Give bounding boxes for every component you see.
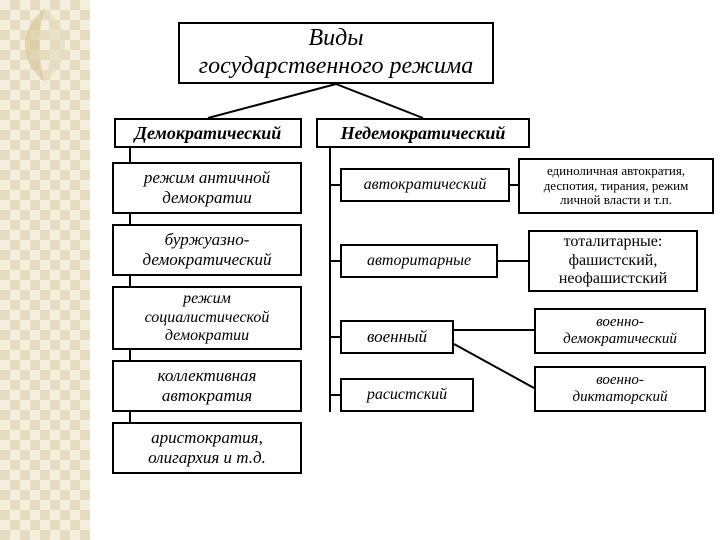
node-d5: аристократия, олигархия и т.д. [112, 422, 302, 474]
n2d-l2: фашистский, [559, 252, 667, 270]
n1d-l1: единоличная автократия, [544, 164, 689, 179]
node-nondemocratic: Недемократический [316, 118, 530, 148]
node-n4: расистский [340, 378, 474, 412]
node-d4: коллективная автократия [112, 360, 302, 412]
n3d2-l2: диктаторский [573, 389, 668, 406]
n3d1-l2: демократический [563, 331, 677, 348]
diagram-page: Виды государственного режима Демократиче… [0, 0, 720, 540]
nondem-label: Недемократический [341, 123, 506, 144]
d1-l2: демократии [144, 188, 270, 208]
n2-label: авторитарные [367, 252, 471, 270]
node-democratic: Демократический [114, 118, 302, 148]
node-d3: режим социалистической демократии [112, 286, 302, 350]
n1d-l2: деспотия, тирания, режим [544, 179, 689, 194]
n1d-l3: личной власти и т.п. [544, 193, 689, 208]
d3-l1: режим [145, 290, 270, 308]
node-n3-detail2: военно- диктаторский [534, 366, 706, 412]
n3-label: военный [367, 327, 427, 347]
d3-l3: демократии [145, 327, 270, 345]
d4-l2: автократия [158, 386, 257, 406]
dem-label: Демократический [135, 123, 282, 144]
d4-l1: коллективная [158, 366, 257, 386]
node-n3: военный [340, 320, 454, 354]
d3-l2: социалистической [145, 309, 270, 327]
n3d1-l1: военно- [563, 314, 677, 331]
d5-l1: аристократия, [148, 428, 266, 448]
n3d2-l1: военно- [573, 372, 668, 389]
d1-l1: режим античной [144, 168, 270, 188]
leaf-icon [4, 4, 86, 86]
node-n2: авторитарные [340, 244, 498, 278]
d2-l1: буржуазно- [143, 230, 272, 250]
node-n2-detail: тоталитарные: фашистский, неофашистский [528, 230, 698, 292]
d5-l2: олигархия и т.д. [148, 448, 266, 468]
node-n1: автократический [340, 168, 510, 202]
n2d-l1: тоталитарные: [559, 233, 667, 251]
node-root: Виды государственного режима [178, 22, 494, 84]
node-d1: режим античной демократии [112, 162, 302, 214]
node-n1-detail: единоличная автократия, деспотия, тирани… [518, 158, 714, 214]
root-line1: Виды [199, 25, 474, 53]
d2-l2: демократический [143, 250, 272, 270]
node-d2: буржуазно- демократический [112, 224, 302, 276]
n4-label: расистский [367, 386, 447, 404]
root-line2: государственного режима [199, 53, 474, 81]
n1-label: автократический [364, 176, 487, 194]
node-n3-detail1: военно- демократический [534, 308, 706, 354]
n2d-l3: неофашистский [559, 270, 667, 288]
